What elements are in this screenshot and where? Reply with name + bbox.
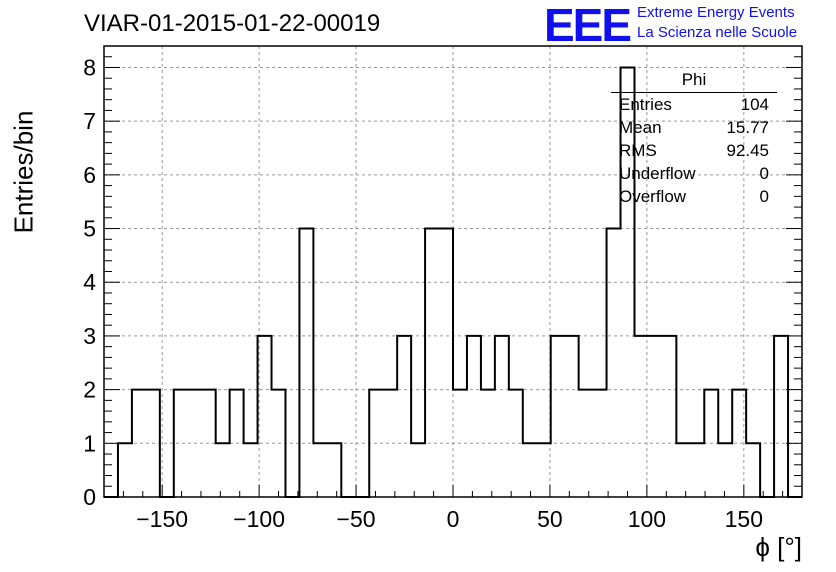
stats-value: 92.45 xyxy=(726,141,769,160)
y-tick-label: 4 xyxy=(83,269,96,295)
x-tick-label: 50 xyxy=(537,506,563,532)
stats-label: Entries xyxy=(619,95,672,114)
histogram-bar xyxy=(397,336,411,497)
histogram-bar xyxy=(411,443,425,497)
x-axis-label: ϕ [°] xyxy=(755,532,802,562)
stats-value: 0 xyxy=(759,164,769,183)
stats-row: Underflow 0 xyxy=(609,162,777,185)
histogram-bar xyxy=(216,443,230,497)
y-tick-label: 5 xyxy=(83,216,96,242)
stats-label: Overflow xyxy=(619,187,687,206)
y-tick-label: 8 xyxy=(83,54,96,80)
histogram-bar xyxy=(258,336,272,497)
y-tick-label: 6 xyxy=(83,162,96,188)
histogram-bar xyxy=(118,443,132,497)
histogram-bar xyxy=(774,336,788,497)
x-tick-label: −100 xyxy=(233,506,285,532)
histogram-bar xyxy=(718,443,732,497)
histogram-bar xyxy=(565,336,579,497)
histogram-bar xyxy=(174,390,188,497)
stats-value: 104 xyxy=(740,95,769,114)
histogram-bar xyxy=(676,443,690,497)
histogram-bar xyxy=(746,443,760,497)
x-tick-label: −50 xyxy=(337,506,376,532)
histogram-bar xyxy=(662,336,676,497)
histogram-bar xyxy=(299,229,313,497)
stats-value: 15.77 xyxy=(726,118,769,137)
histogram-bar xyxy=(537,443,551,497)
histogram-bar xyxy=(467,336,481,497)
chart-title: VIAR-01-2015-01-22-00019 xyxy=(84,10,381,37)
x-tick-label: 100 xyxy=(628,506,666,532)
y-tick-label: 2 xyxy=(83,377,96,403)
y-tick-label: 3 xyxy=(83,323,96,349)
histogram-bar xyxy=(327,443,341,497)
histogram-outline xyxy=(104,66,802,498)
histogram-bar xyxy=(383,390,397,497)
eee-logo: EEE xyxy=(544,0,632,51)
histogram-bar xyxy=(425,229,439,497)
histogram-bar xyxy=(634,336,648,497)
histogram-bar xyxy=(244,443,258,497)
y-axis-label: Entries/bin xyxy=(8,110,39,234)
y-tick-label: 7 xyxy=(83,108,96,134)
stats-box: Phi Entries 104 Mean 15.77 RMS 92.45 Und… xyxy=(609,70,777,208)
stats-label: Underflow xyxy=(619,164,696,183)
y-tick-label: 0 xyxy=(83,484,96,510)
x-tick-label: −150 xyxy=(136,506,188,532)
histogram-bar xyxy=(690,443,704,497)
histogram-bar xyxy=(551,336,565,497)
histogram-bar xyxy=(523,443,537,497)
stats-row: Overflow 0 xyxy=(609,185,777,208)
histogram-bar xyxy=(313,443,327,497)
y-axis-label-container: Entries/bin xyxy=(4,110,44,234)
stats-row: RMS 92.45 xyxy=(609,139,777,162)
stats-row: Entries 104 xyxy=(609,93,777,116)
logo-line-1: Extreme Energy Events xyxy=(637,4,795,21)
stats-label: Mean xyxy=(619,118,662,137)
stats-row: Mean 15.77 xyxy=(609,116,777,139)
y-tick-label: 1 xyxy=(83,430,96,456)
stats-title: Phi xyxy=(611,70,777,93)
x-tick-label: 0 xyxy=(447,506,460,532)
stats-label: RMS xyxy=(619,141,657,160)
x-tick-label: 150 xyxy=(725,506,763,532)
logo-line-2: La Scienza nelle Scuole xyxy=(637,24,798,41)
histogram-bar xyxy=(607,229,621,497)
stats-value: 0 xyxy=(759,187,769,206)
histogram-bar xyxy=(439,229,453,497)
histogram-bar xyxy=(495,336,509,497)
histogram-bar xyxy=(648,336,662,497)
